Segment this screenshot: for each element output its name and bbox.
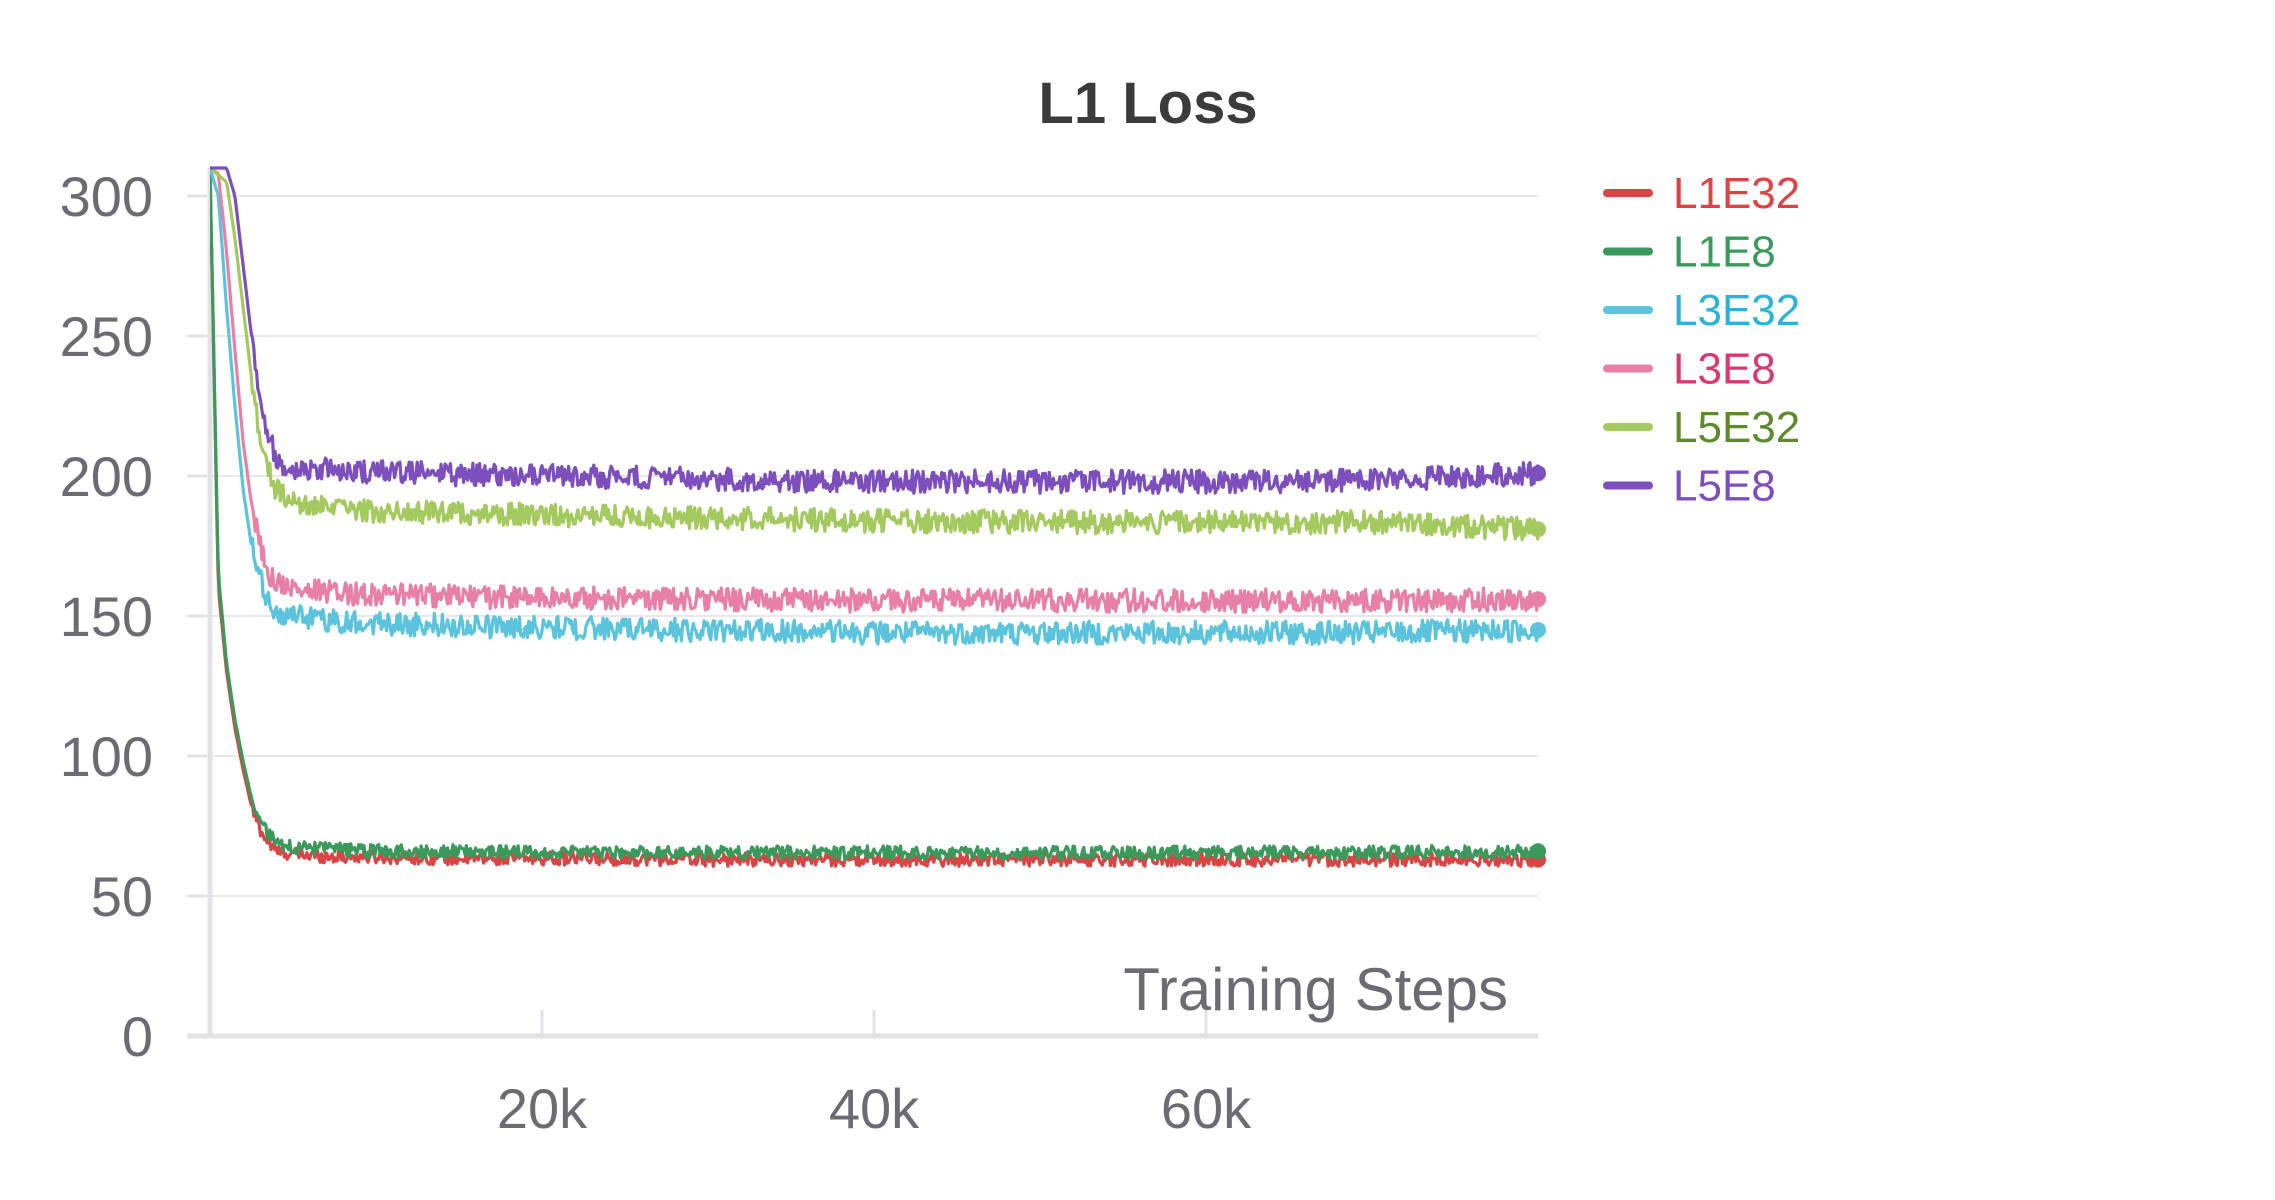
- legend-label: L5E32: [1673, 403, 1800, 452]
- series-endpoint-l1e8: [1530, 843, 1546, 860]
- legend-item-l3e8[interactable]: L3E8: [1603, 345, 1776, 394]
- series-lines: [210, 166, 1546, 868]
- y-tick-label: 50: [91, 865, 153, 928]
- x-tick-label: 60k: [1161, 1077, 1252, 1140]
- legend-label: L1E8: [1673, 228, 1776, 277]
- series-line-l5e32: [210, 166, 1540, 542]
- legend: L1E32 L1E8 L3E32 L3E8 L5E32 L5E8: [1603, 169, 1800, 511]
- legend-item-l3e32[interactable]: L3E32: [1603, 286, 1800, 335]
- legend-item-l5e8[interactable]: L5E8: [1603, 462, 1776, 511]
- x-axis-label: Training Steps: [1123, 956, 1508, 1023]
- series-endpoint-l3e8: [1530, 591, 1546, 608]
- legend-label: L3E8: [1673, 345, 1776, 394]
- y-tick-label: 300: [60, 165, 153, 228]
- y-tick-label: 100: [60, 725, 153, 788]
- legend-item-l1e32[interactable]: L1E32: [1603, 169, 1800, 218]
- series-endpoint-l5e8: [1530, 465, 1546, 482]
- legend-label: L3E32: [1673, 286, 1800, 335]
- y-tick-label: 250: [60, 305, 153, 368]
- tick-labels: 0 50 100 150 200 250 300 20k 40k 60k: [60, 165, 1253, 1140]
- legend-item-l5e32[interactable]: L5E32: [1603, 403, 1800, 452]
- x-tick-label: 40k: [829, 1077, 920, 1140]
- series-line-l3e32: [210, 167, 1540, 647]
- series-line-l5e8: [210, 166, 1540, 495]
- legend-item-l1e8[interactable]: L1E8: [1603, 228, 1776, 277]
- gridlines: [210, 195, 1538, 897]
- y-tick-label: 0: [122, 1005, 153, 1068]
- series-endpoint-l5e32: [1530, 521, 1546, 538]
- axes: [187, 168, 1538, 1039]
- series-line-l3e8: [210, 166, 1540, 614]
- legend-label: L5E8: [1673, 462, 1776, 511]
- x-tick-label: 20k: [497, 1077, 588, 1140]
- series-line-l1e8: [210, 167, 1540, 861]
- legend-label: L1E32: [1673, 169, 1800, 218]
- chart-title: L1 Loss: [1038, 71, 1257, 136]
- y-tick-label: 200: [60, 445, 153, 508]
- series-endpoint-l3e32: [1530, 622, 1546, 638]
- y-tick-label: 150: [60, 585, 153, 648]
